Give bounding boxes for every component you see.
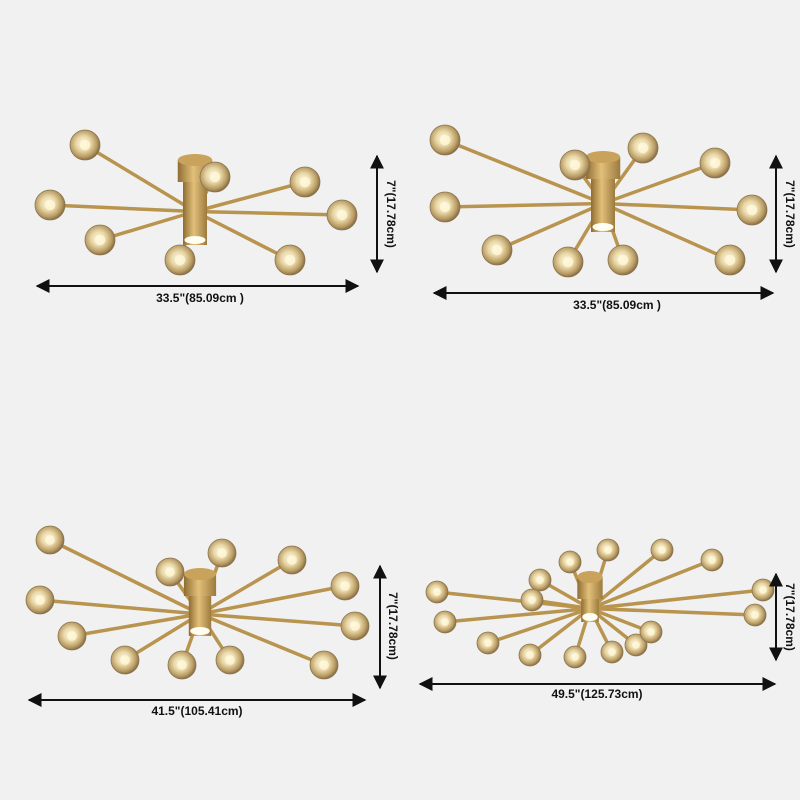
arm	[486, 606, 592, 645]
bulb	[284, 254, 296, 266]
arm	[198, 558, 294, 616]
bulb	[217, 548, 227, 558]
bulb	[439, 134, 451, 146]
height-label: 7"(17.78cm)	[783, 180, 797, 248]
bulb	[491, 244, 503, 256]
bulb	[441, 618, 449, 626]
light	[190, 627, 210, 635]
bulb	[608, 648, 616, 656]
bulb	[708, 556, 716, 564]
canopy-top	[577, 571, 603, 583]
bulb	[174, 254, 186, 266]
bulb	[571, 653, 579, 661]
bulb	[45, 535, 55, 545]
bulb	[709, 157, 721, 169]
bulb	[67, 631, 77, 641]
arm	[198, 584, 347, 616]
arm	[193, 180, 307, 214]
bulb	[79, 139, 91, 151]
light	[592, 223, 614, 231]
height-label: 7"(17.78cm)	[384, 180, 398, 248]
arm	[193, 209, 292, 262]
bulb	[604, 546, 612, 554]
canopy	[577, 577, 603, 599]
bulb	[225, 655, 235, 665]
bulb	[658, 546, 666, 554]
bulb	[299, 176, 311, 188]
bulb	[569, 159, 581, 171]
canopy-top	[585, 151, 621, 163]
bulb	[528, 596, 536, 604]
bulb	[566, 558, 574, 566]
bulb	[526, 651, 534, 659]
arm	[198, 612, 326, 667]
light	[184, 236, 206, 244]
bulb	[287, 555, 297, 565]
width-label: 33.5"(85.09cm )	[573, 298, 661, 312]
bulb	[319, 660, 329, 670]
arm	[588, 558, 714, 611]
bulb	[35, 595, 45, 605]
arm	[495, 201, 605, 252]
bulb	[632, 641, 640, 649]
arm	[98, 209, 197, 242]
stem	[183, 182, 207, 245]
arm	[588, 588, 765, 611]
arm	[83, 143, 197, 214]
canopy-top	[183, 568, 217, 580]
arm	[198, 612, 357, 628]
bulb	[44, 199, 56, 211]
arm	[528, 606, 592, 657]
height-label: 7"(17.78cm)	[386, 592, 400, 660]
width-label: 41.5"(105.41cm)	[151, 704, 242, 718]
arm	[588, 606, 757, 617]
arm	[38, 598, 202, 616]
bulb	[617, 254, 629, 266]
arm	[123, 612, 202, 662]
arm	[443, 138, 605, 206]
bulb	[209, 171, 221, 183]
bulb	[177, 660, 187, 670]
light	[582, 613, 598, 621]
stem	[188, 596, 212, 636]
width-label: 33.5"(85.09cm )	[156, 291, 244, 305]
bulb	[536, 576, 544, 584]
bulb	[120, 655, 130, 665]
height-label: 7"(17.78cm)	[783, 583, 797, 651]
bulb	[439, 201, 451, 213]
bulb	[165, 567, 175, 577]
bulb	[484, 639, 492, 647]
arm	[443, 201, 605, 209]
arm	[48, 538, 202, 616]
arm	[193, 209, 344, 217]
bulb	[336, 209, 348, 221]
bulb	[350, 621, 360, 631]
bulb	[94, 234, 106, 246]
bulb	[724, 254, 736, 266]
arm	[48, 203, 197, 214]
bulb	[759, 586, 767, 594]
bulb	[647, 628, 655, 636]
bulb	[340, 581, 350, 591]
bulb	[746, 204, 758, 216]
arm	[443, 606, 592, 624]
arm	[601, 201, 732, 262]
arm	[601, 161, 717, 206]
canopy	[585, 157, 621, 179]
bulb	[637, 142, 649, 154]
bulb	[433, 588, 441, 596]
arm	[601, 201, 754, 212]
canopy-top	[177, 154, 213, 166]
canopy	[183, 574, 217, 596]
arm	[70, 612, 202, 638]
bulb	[562, 256, 574, 268]
bulb	[751, 611, 759, 619]
chandeliers	[25, 124, 775, 680]
width-label: 49.5"(125.73cm)	[551, 687, 642, 701]
